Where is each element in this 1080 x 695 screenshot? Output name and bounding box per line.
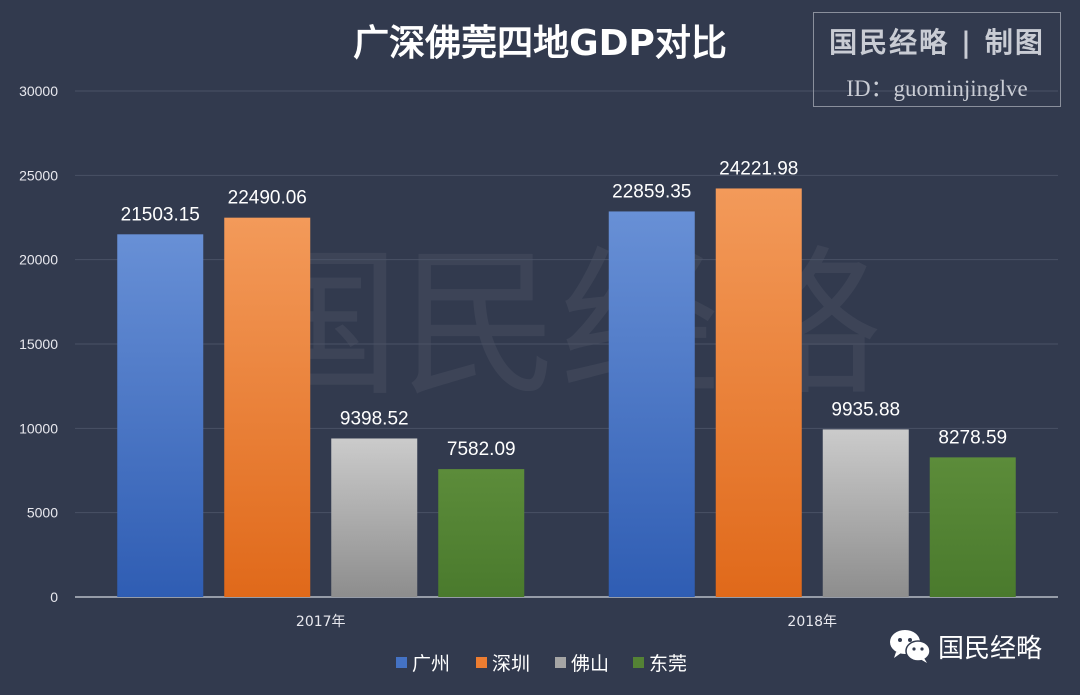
y-tick-label: 0 xyxy=(50,589,58,605)
legend-swatch xyxy=(396,657,407,668)
data-label: 22490.06 xyxy=(228,188,307,209)
legend-swatch xyxy=(555,657,566,668)
stamp-title: 国民经略 | 制图 xyxy=(829,26,1045,59)
data-label: 7582.09 xyxy=(447,439,516,460)
data-labels: 21503.15 22490.06 9398.52 7582.09 22859.35 24… xyxy=(121,158,1007,460)
bar-广州-2018年 xyxy=(608,211,695,597)
legend-label: 东莞 xyxy=(649,653,687,675)
bar-佛山-2017年 xyxy=(331,438,418,597)
bar-广州-2017年 xyxy=(117,234,204,597)
data-label: 22859.35 xyxy=(612,181,691,202)
x-axis: 2017年 2018年 xyxy=(296,614,837,630)
data-label: 21503.15 xyxy=(121,204,200,225)
bar-深圳-2018年 xyxy=(715,188,802,597)
legend: 广州 深圳 佛山 东莞 xyxy=(396,653,687,675)
y-tick-label: 5000 xyxy=(27,505,58,521)
y-axis: 0 5000 10000 15000 20000 25000 30000 xyxy=(19,83,58,605)
legend-label: 广州 xyxy=(412,653,450,675)
chart-title: 广深佛莞四地GDP对比 xyxy=(353,23,727,64)
y-tick-label: 20000 xyxy=(19,252,58,268)
bar-东莞-2018年 xyxy=(929,457,1016,597)
y-tick-label: 30000 xyxy=(19,83,58,99)
x-tick-label: 2017年 xyxy=(296,614,346,630)
legend-label: 佛山 xyxy=(571,653,609,675)
stamp-id: ID：guominjinglve xyxy=(846,76,1028,101)
legend-swatch xyxy=(476,657,487,668)
brand-badge: 国民经略 xyxy=(888,626,1042,666)
legend-label: 深圳 xyxy=(492,653,530,675)
data-label: 24221.98 xyxy=(719,158,798,179)
data-label: 9398.52 xyxy=(340,408,409,429)
data-label: 9935.88 xyxy=(831,399,900,420)
y-tick-label: 10000 xyxy=(19,420,58,436)
data-label: 8278.59 xyxy=(938,427,1007,448)
bars xyxy=(117,188,1016,597)
y-tick-label: 15000 xyxy=(19,336,58,352)
bar-深圳-2017年 xyxy=(224,217,311,597)
x-tick-label: 2018年 xyxy=(787,614,837,630)
y-tick-label: 25000 xyxy=(19,167,58,183)
brand-name: 国民经略 xyxy=(938,633,1043,664)
bar-佛山-2018年 xyxy=(822,429,909,597)
legend-swatch xyxy=(633,657,644,668)
bar-东莞-2017年 xyxy=(438,469,525,597)
gridlines xyxy=(75,90,1058,598)
wechat-icon xyxy=(890,630,931,663)
credit-stamp: 国民经略 | 制图 ID：guominjinglve xyxy=(813,12,1061,107)
